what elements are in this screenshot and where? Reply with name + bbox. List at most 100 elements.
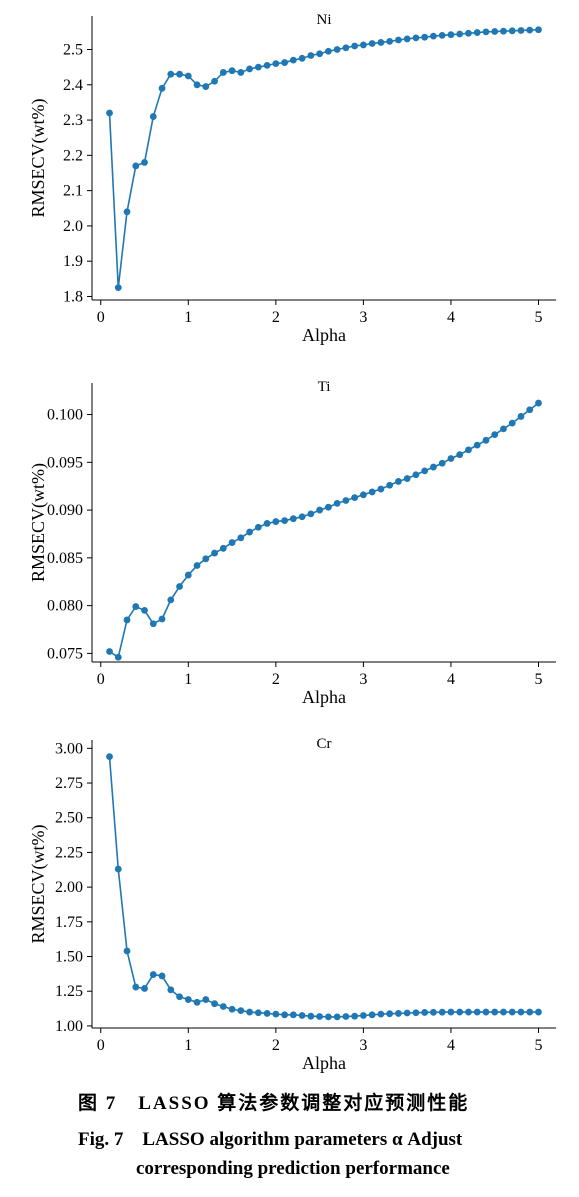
data-point: [149, 971, 157, 978]
data-point: [263, 520, 271, 527]
data-point: [526, 26, 534, 34]
y-tick-label: 2.3: [63, 112, 83, 129]
x-tick-label: 0: [97, 309, 105, 326]
data-point: [316, 1013, 324, 1020]
data-point: [403, 1009, 411, 1017]
y-tick-label: 1.25: [55, 983, 83, 1000]
data-point: [176, 993, 183, 1001]
data-point: [324, 47, 332, 55]
chart-2: 0 1 2 3 4 5 1.00 1.25 1.50 1.75 2.00 2.25 2.50 2.75 3.…: [28, 736, 556, 1073]
data-point: [167, 986, 175, 994]
data-point: [473, 441, 481, 449]
data-point: [535, 26, 542, 34]
data-point: [184, 72, 192, 80]
x-tick-label: 4: [447, 671, 455, 688]
data-point: [106, 753, 113, 761]
x-tick-label: 5: [534, 671, 542, 688]
data-point: [158, 84, 166, 92]
data-point: [465, 1008, 472, 1016]
figure-caption-zh: 图 7 LASSO 算法参数调整对应预测性能: [78, 1093, 470, 1114]
data-point: [395, 1010, 402, 1017]
data-point: [421, 1009, 429, 1016]
data-point: [141, 607, 148, 614]
chart-1: 0 1 2 3 4 5 0.075 0.080 0.085 0.090 0.095 0.100 Ti Al…: [28, 379, 556, 707]
x-axis-label: Alpha: [302, 325, 346, 345]
y-tick-label: 2.4: [63, 77, 83, 94]
data-point: [386, 481, 394, 489]
data-point: [430, 32, 437, 40]
data-point: [359, 491, 367, 499]
data-point: [167, 70, 175, 78]
data-point: [412, 34, 420, 42]
y-tick-label: 2.75: [55, 775, 83, 792]
figure-caption-en-line2: corresponding prediction performance: [136, 1158, 450, 1179]
data-point: [482, 436, 490, 444]
x-axis-label: Alpha: [302, 687, 346, 707]
data-point: [386, 38, 394, 45]
data-point: [316, 50, 324, 58]
data-point: [132, 162, 140, 170]
data-point: [289, 56, 297, 64]
data-point: [508, 419, 516, 427]
data-point: [149, 113, 157, 120]
data-point: [377, 1010, 385, 1018]
y-tick-label: 0.075: [47, 645, 83, 662]
data-point: [500, 425, 507, 433]
y-tick-label: 0.085: [47, 550, 83, 567]
data-point: [281, 59, 289, 66]
data-point: [500, 1008, 507, 1016]
y-tick-label: 0.095: [47, 454, 83, 471]
data-point: [193, 81, 201, 89]
data-point: [307, 52, 315, 59]
data-point: [106, 648, 113, 655]
data-point: [324, 503, 332, 511]
data-point: [254, 1009, 262, 1017]
data-point: [473, 29, 481, 36]
data-point: [403, 35, 411, 43]
data-point: [176, 583, 183, 590]
data-point: [184, 571, 192, 579]
x-tick-label: 3: [359, 1037, 367, 1054]
data-point: [219, 69, 227, 76]
data-point: [114, 653, 122, 661]
x-tick-label: 4: [447, 1037, 455, 1054]
data-point: [289, 1011, 297, 1019]
data-point: [132, 983, 140, 991]
data-point: [517, 413, 525, 420]
data-point: [412, 1009, 420, 1017]
data-point: [228, 67, 236, 75]
data-point: [482, 28, 490, 36]
data-point: [149, 620, 157, 628]
data-point: [465, 446, 472, 454]
data-point: [535, 1008, 542, 1016]
data-point: [281, 1011, 289, 1019]
data-point: [351, 494, 359, 502]
data-point: [430, 463, 437, 471]
x-tick-label: 3: [359, 309, 367, 326]
data-point: [473, 1008, 481, 1016]
data-point: [114, 284, 122, 292]
y-tick-label: 2.25: [55, 844, 83, 861]
data-point: [377, 485, 385, 493]
chart-title: Ti: [318, 379, 331, 395]
x-tick-label: 5: [534, 309, 542, 326]
x-tick-label: 4: [447, 309, 455, 326]
data-point: [237, 534, 245, 542]
data-point: [307, 1012, 315, 1020]
data-point: [342, 1013, 350, 1020]
x-tick-label: 2: [272, 309, 280, 326]
y-tick-label: 0.090: [47, 502, 83, 519]
data-point: [141, 985, 148, 992]
data-point: [517, 27, 525, 34]
data-point: [508, 1008, 516, 1016]
data-point: [368, 1011, 376, 1019]
y-tick-label: 2.50: [55, 810, 83, 827]
data-point: [202, 555, 210, 563]
y-tick-label: 2.5: [63, 42, 83, 59]
data-point: [167, 596, 175, 604]
data-point: [158, 615, 166, 623]
data-point: [202, 996, 210, 1003]
data-point: [447, 455, 455, 462]
x-tick-label: 1: [184, 1037, 192, 1054]
x-tick-label: 5: [534, 1037, 542, 1054]
